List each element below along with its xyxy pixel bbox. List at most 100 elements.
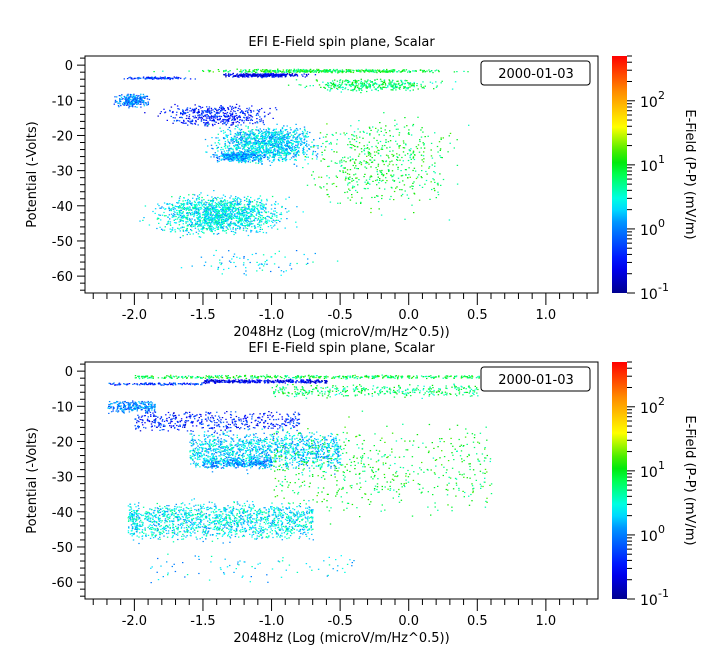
- data-point: [352, 178, 353, 179]
- data-point: [284, 150, 285, 151]
- data-point: [345, 172, 346, 173]
- data-point: [284, 158, 285, 159]
- data-point: [343, 172, 344, 173]
- data-point: [172, 78, 173, 79]
- data-point: [281, 218, 282, 219]
- data-point: [248, 131, 249, 132]
- data-point: [350, 144, 351, 145]
- data-point: [468, 125, 469, 126]
- data-point: [257, 113, 258, 114]
- data-point: [241, 71, 242, 72]
- data-point: [383, 69, 384, 70]
- data-point: [385, 71, 386, 72]
- data-point: [256, 143, 257, 144]
- data-point: [234, 156, 235, 157]
- data-point: [255, 72, 256, 73]
- data-point: [431, 70, 432, 71]
- data-point: [433, 88, 434, 89]
- data-point: [237, 76, 238, 77]
- data-point: [186, 218, 187, 219]
- data-point: [295, 139, 296, 140]
- data-point: [403, 142, 404, 143]
- data-point: [247, 142, 248, 143]
- data-point: [404, 184, 405, 185]
- data-point: [355, 174, 356, 175]
- data-point: [170, 223, 171, 224]
- data-point: [457, 165, 458, 166]
- data-point: [148, 77, 149, 78]
- data-point: [302, 76, 303, 77]
- data-point: [269, 138, 270, 139]
- data-point: [242, 158, 243, 159]
- data-point: [428, 168, 429, 169]
- data-point: [377, 87, 378, 88]
- data-point: [164, 209, 165, 210]
- data-point: [130, 102, 131, 103]
- data-point: [243, 70, 244, 71]
- data-point: [373, 138, 374, 139]
- data-point: [463, 71, 464, 72]
- data-point: [216, 154, 217, 155]
- data-point: [397, 143, 398, 144]
- data-point: [414, 168, 415, 169]
- data-point: [217, 119, 218, 120]
- data-point: [263, 74, 264, 75]
- data-point: [293, 135, 294, 136]
- data-point: [286, 74, 287, 75]
- data-point: [274, 146, 275, 147]
- data-point: [317, 156, 318, 157]
- data-point: [230, 217, 231, 218]
- data-point: [296, 153, 297, 154]
- data-point: [267, 70, 268, 71]
- data-point: [391, 154, 392, 155]
- data-point: [324, 159, 325, 160]
- data-point: [253, 137, 254, 138]
- data-point: [244, 159, 245, 160]
- data-point: [368, 151, 369, 152]
- data-point: [242, 213, 243, 214]
- data-point: [149, 78, 150, 79]
- data-point: [218, 113, 219, 114]
- data-point: [216, 110, 217, 111]
- data-point: [279, 75, 280, 76]
- data-point: [288, 141, 289, 142]
- data-point: [273, 129, 274, 130]
- data-point: [281, 214, 282, 215]
- data-point: [192, 123, 193, 124]
- data-point: [393, 85, 394, 86]
- data-point: [275, 135, 276, 136]
- data-point: [221, 131, 222, 132]
- data-point: [425, 71, 426, 72]
- data-point: [244, 113, 245, 114]
- data-point: [265, 133, 266, 134]
- data-point: [378, 150, 379, 151]
- data-point: [345, 161, 346, 162]
- data-point: [211, 145, 212, 146]
- data-point: [331, 72, 332, 73]
- data-point: [179, 228, 180, 229]
- data-point: [277, 138, 278, 139]
- data-point: [230, 154, 231, 155]
- data-point: [278, 203, 279, 204]
- data-point: [306, 154, 307, 155]
- data-point: [225, 203, 226, 204]
- data-point: [224, 113, 225, 114]
- data-point: [245, 72, 246, 73]
- data-point: [339, 82, 340, 83]
- data-point: [252, 120, 253, 121]
- data-point: [289, 136, 290, 137]
- data-point: [361, 90, 362, 91]
- data-point: [230, 195, 231, 196]
- data-point: [272, 147, 273, 148]
- data-point: [141, 97, 142, 98]
- data-point: [399, 154, 400, 155]
- data-point: [235, 198, 236, 199]
- data-point: [381, 147, 382, 148]
- data-point: [185, 123, 186, 124]
- data-point: [249, 137, 250, 138]
- data-point: [350, 90, 351, 91]
- data-point: [361, 79, 362, 80]
- data-point: [242, 218, 243, 219]
- data-point: [392, 164, 393, 165]
- data-point: [407, 194, 408, 195]
